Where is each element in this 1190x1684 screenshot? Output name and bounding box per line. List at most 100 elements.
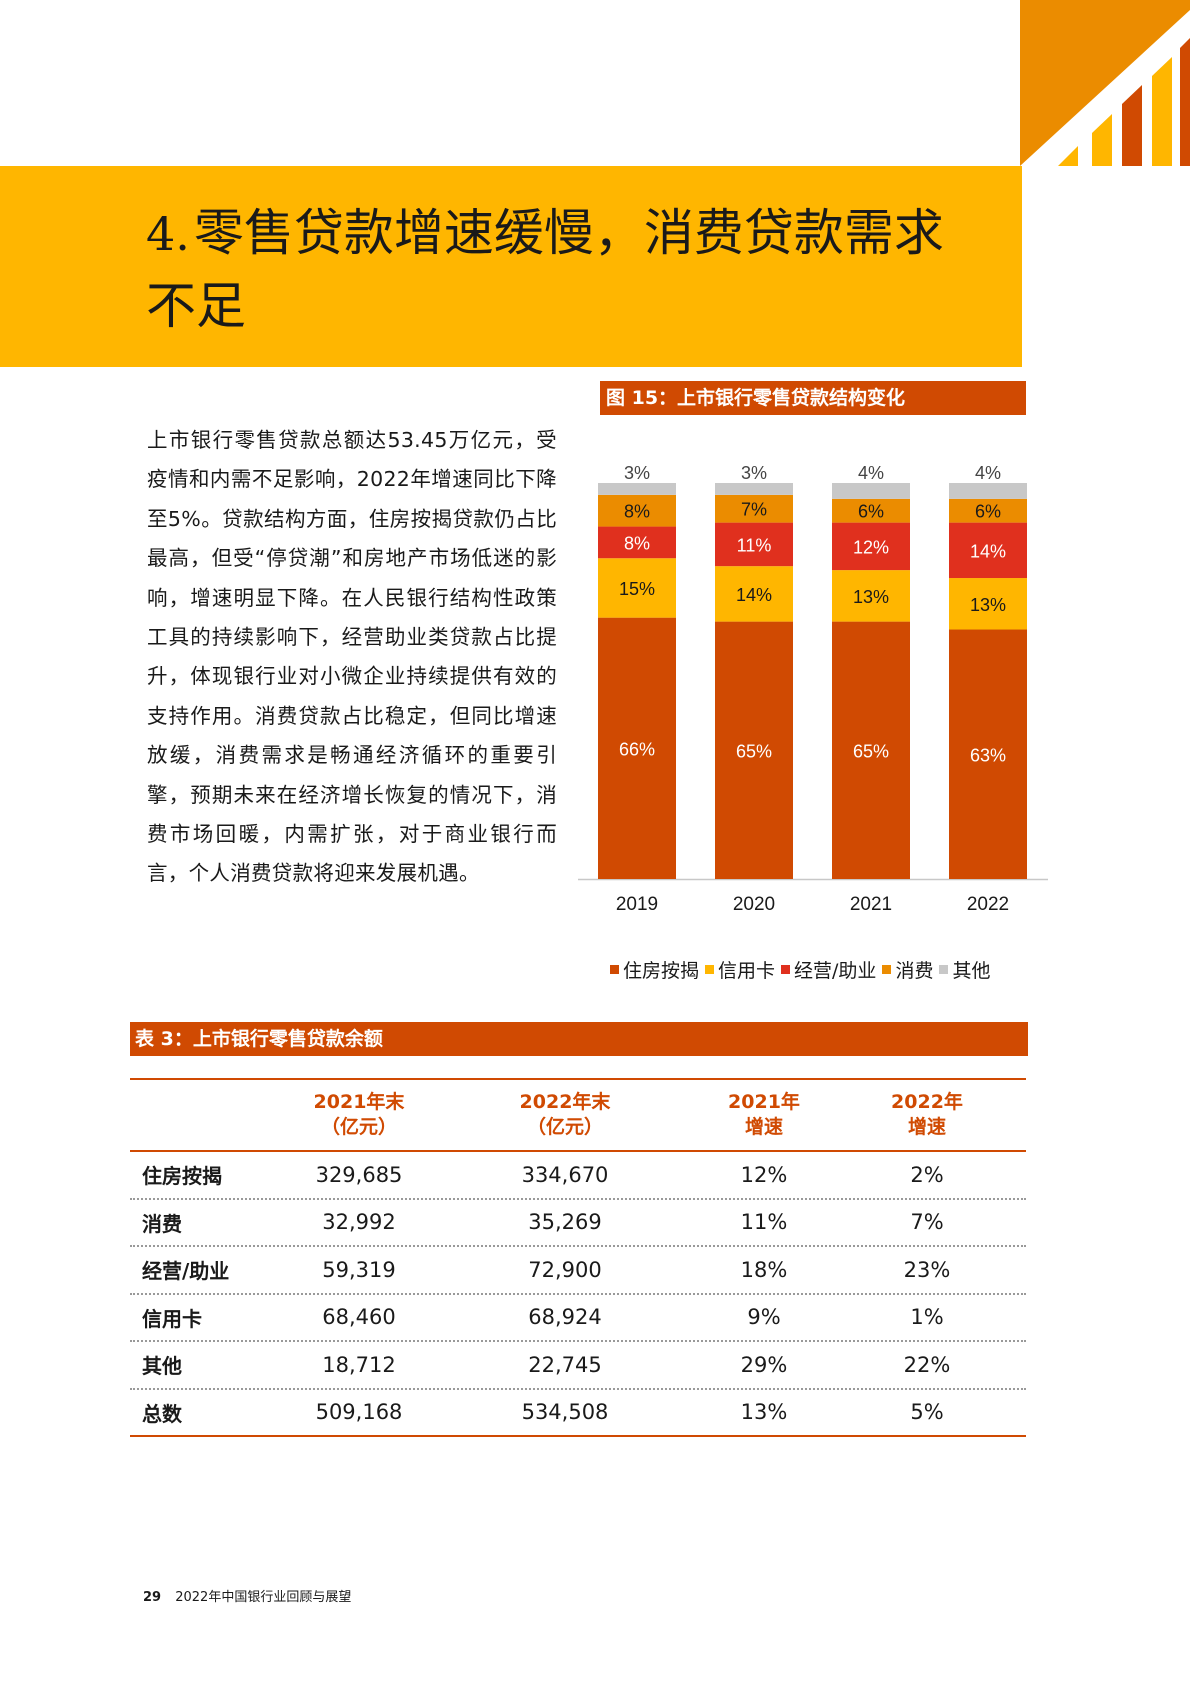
- bar-segment-2: [832, 570, 910, 622]
- body-paragraph: 上市银行零售贷款总额达53.45万亿元，受疫情和内需不足影响，2022年增速同比…: [147, 428, 557, 886]
- legend-item: 其他: [939, 956, 990, 983]
- data-label: 7%: [741, 500, 767, 520]
- stacked-bar-chart: 66% 15% 8% 8% 3% 2019 65% 14% 11% 7% 3% 2020 65% 13% 1…: [578, 463, 1048, 915]
- table-cell: 72,900: [528, 1257, 602, 1282]
- table-cell: 68,460: [322, 1305, 396, 1330]
- row-label: 信用卡: [142, 1306, 202, 1331]
- data-label: 13%: [970, 595, 1006, 615]
- data-label: 6%: [975, 502, 1001, 522]
- table-cell: 329,685: [315, 1162, 403, 1187]
- table-cell: 11%: [740, 1210, 788, 1235]
- table-cell: 334,670: [521, 1162, 609, 1187]
- bar-segment-3: [715, 522, 793, 567]
- table-cell: 59,319: [322, 1257, 396, 1282]
- table-row: 其他 18,712 22,745 29% 22%: [130, 1342, 1026, 1390]
- data-label: 63%: [970, 745, 1006, 765]
- table-cell: 2%: [910, 1162, 944, 1187]
- bar-segment-1: [715, 621, 793, 879]
- table-cell: 29%: [740, 1352, 788, 1377]
- table-row: 信用卡 68,460 68,924 9% 1%: [130, 1295, 1026, 1342]
- row-label: 消费: [142, 1211, 182, 1236]
- section-number: 4.: [146, 207, 190, 261]
- data-label: 4%: [975, 463, 1001, 483]
- legend-item: 经营/助业: [781, 956, 876, 983]
- legend-swatch: [705, 964, 715, 974]
- legend-label: 住房按揭: [623, 959, 700, 982]
- bar-segment-2: [598, 558, 676, 618]
- legend-label: 信用卡: [718, 959, 776, 982]
- loan-balance-table: 2021年末 （亿元） 2022年末 （亿元） 2021年 增速 2022年 增速 住房…: [130, 1078, 1026, 1437]
- section-title: 4.零售贷款增速缓慢，消费贷款需求不足: [146, 197, 976, 342]
- bar-segment-4: [949, 498, 1027, 523]
- legend-label: 消费: [895, 959, 934, 982]
- table-cell: 22%: [903, 1352, 951, 1377]
- data-label: 65%: [736, 741, 772, 761]
- bar-segment-4: [832, 498, 910, 523]
- header-line: 增速: [907, 1116, 946, 1138]
- legend-item: 住房按揭: [610, 956, 699, 983]
- data-label: 12%: [853, 537, 889, 557]
- table-header-row: 2021年末 （亿元） 2022年末 （亿元） 2021年 增速 2022年 增速: [130, 1080, 1026, 1152]
- data-label: 11%: [737, 535, 772, 555]
- header-cell: 2022年增速: [828, 1090, 1026, 1140]
- legend-swatch: [882, 964, 892, 974]
- table-cell: 5%: [910, 1400, 944, 1425]
- table-row: 消费 32,992 35,269 11% 7%: [130, 1200, 1026, 1247]
- table-cell: 18%: [740, 1257, 788, 1282]
- page-footer: 29 2022年中国银行业回顾与展望: [143, 1586, 351, 1605]
- header-line: 2022年: [891, 1091, 963, 1113]
- header-cell: 2021年 增速: [700, 1090, 828, 1140]
- table-caption: 表 3：上市银行零售贷款余额: [130, 1022, 1028, 1056]
- bar-segment-5: [715, 483, 793, 495]
- data-label: 4%: [858, 463, 884, 483]
- table-cell: 68,924: [528, 1305, 602, 1330]
- section-title-text: 零售贷款增速缓慢，消费贷款需求不足: [146, 204, 944, 335]
- legend-label: 其他: [952, 959, 991, 982]
- row-label: 总数: [142, 1401, 182, 1426]
- table-cell: 9%: [747, 1305, 781, 1330]
- bar-segment-2: [949, 578, 1027, 630]
- data-label: 14%: [970, 541, 1006, 561]
- x-tick-label: 2020: [733, 894, 775, 915]
- x-tick-label: 2022: [967, 894, 1009, 915]
- bar-segment-1: [949, 629, 1027, 879]
- table-cell: 22,745: [528, 1352, 602, 1377]
- table-cell: 534,508: [521, 1400, 609, 1425]
- table-cell: 32,992: [322, 1210, 396, 1235]
- table-cell: 12%: [740, 1162, 788, 1187]
- table-top-rule: [130, 1078, 1026, 1080]
- bar-segment-4: [598, 494, 676, 527]
- table-row: 住房按揭 329,685 334,670 12% 2%: [130, 1152, 1026, 1200]
- bar-segment-3: [949, 522, 1027, 579]
- title-banner: [0, 166, 1022, 367]
- table-cell: 18,712: [322, 1352, 396, 1377]
- legend-label: 经营/助业: [794, 959, 877, 982]
- data-label: 13%: [853, 587, 889, 607]
- header-line: （亿元）: [320, 1116, 397, 1138]
- table-cell: 1%: [910, 1305, 944, 1330]
- data-label: 3%: [624, 463, 650, 483]
- row-label: 经营/助业: [142, 1259, 230, 1284]
- x-tick-label: 2019: [616, 894, 658, 915]
- table-cell: 35,269: [528, 1210, 602, 1235]
- bar-segment-5: [598, 483, 676, 495]
- data-label: 3%: [741, 463, 767, 483]
- data-label: 15%: [619, 579, 655, 599]
- row-label: 住房按揭: [142, 1164, 222, 1189]
- corner-decoration: [1020, 0, 1190, 166]
- bar-segment-2: [715, 566, 793, 622]
- bar-segment-5: [949, 483, 1027, 499]
- bar-segment-1: [598, 617, 676, 879]
- header-line: 2021年末: [313, 1091, 405, 1113]
- figure-caption: 图 15：上市银行零售贷款结构变化: [600, 381, 1026, 415]
- row-label: 其他: [142, 1354, 182, 1379]
- data-label: 8%: [624, 502, 650, 522]
- header-line: 2022年末: [519, 1091, 611, 1113]
- bar-segment-3: [598, 526, 676, 559]
- data-label: 6%: [858, 502, 884, 522]
- bar-segment-3: [832, 522, 910, 571]
- data-label: 65%: [853, 741, 889, 761]
- data-label: 14%: [736, 585, 772, 605]
- legend-item: 消费: [882, 956, 933, 983]
- header-line: 增速: [744, 1116, 783, 1138]
